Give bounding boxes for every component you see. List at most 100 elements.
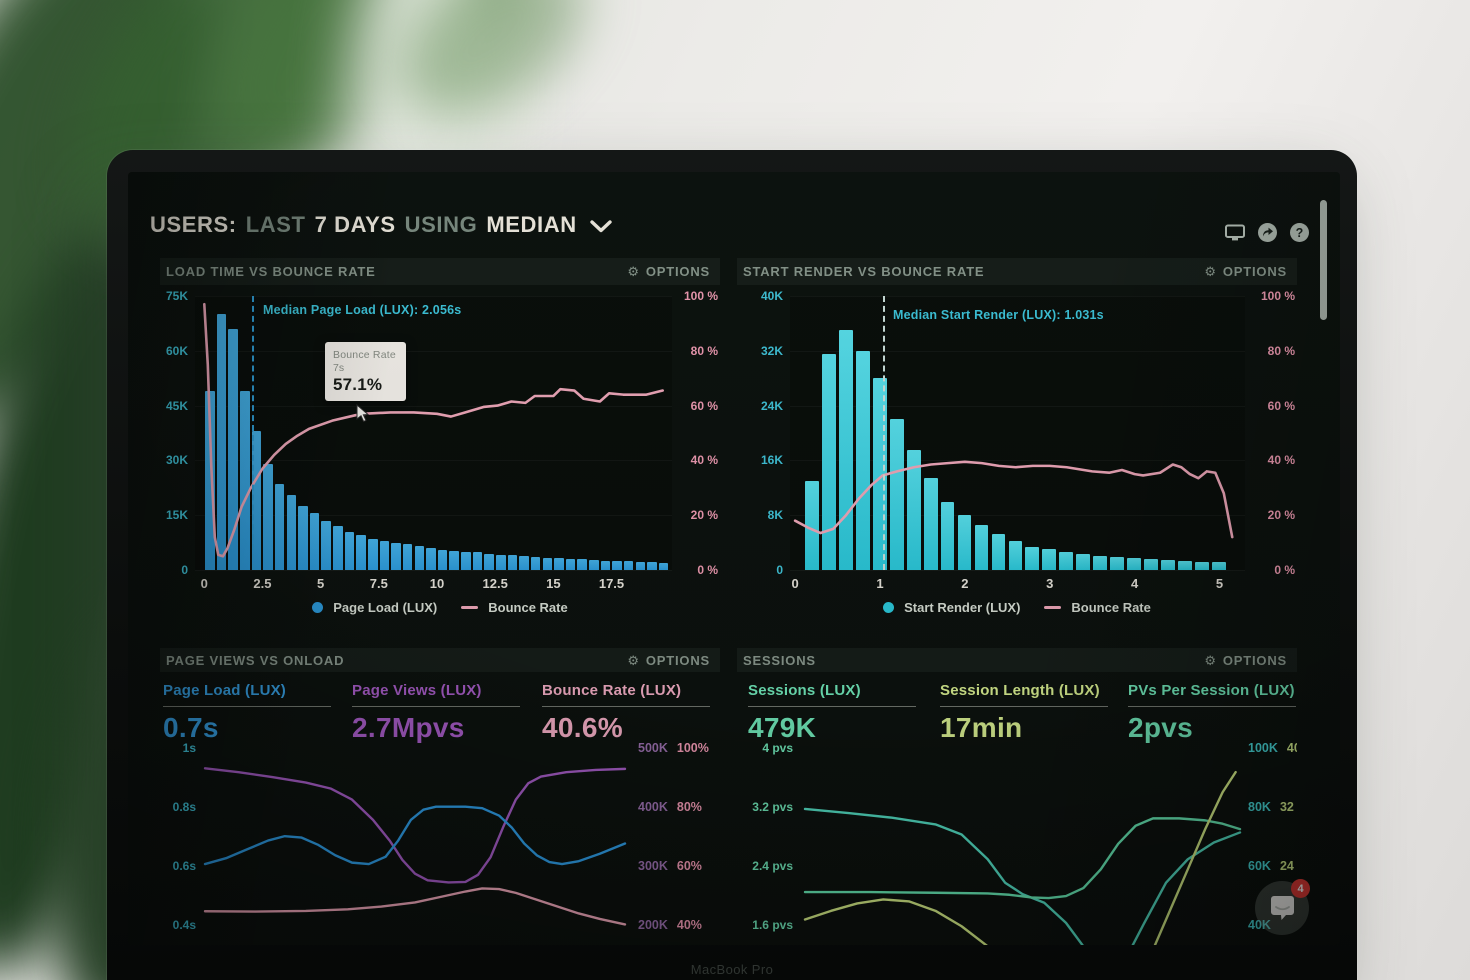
bar[interactable]	[577, 559, 587, 570]
x-tick: 1	[876, 576, 884, 591]
options-button[interactable]: ⚙ OPTIONS	[1204, 653, 1287, 668]
metric-value: 2.7Mpvs	[352, 712, 465, 743]
bar[interactable]	[309, 513, 320, 570]
bar[interactable]	[600, 560, 611, 570]
bar[interactable]	[449, 551, 459, 570]
bar[interactable]	[1008, 541, 1023, 570]
y-tick: 32K	[760, 343, 783, 358]
chat-launcher-button[interactable]: 4	[1255, 879, 1310, 935]
bar[interactable]	[205, 391, 215, 570]
bar[interactable]	[263, 464, 273, 570]
line-series	[205, 742, 625, 945]
help-icon[interactable]: ?	[1289, 222, 1310, 243]
bar[interactable]	[472, 552, 483, 570]
bar[interactable]	[940, 501, 955, 570]
metric-page-views[interactable]: Page Views (LUX) 2.7Mpvs	[352, 682, 528, 744]
bar[interactable]	[228, 328, 238, 570]
bar[interactable]	[426, 548, 436, 570]
bar[interactable]	[991, 534, 1006, 570]
legend: Page Load (LUX) Bounce Rate	[160, 600, 720, 615]
display-icon[interactable]	[1224, 223, 1246, 242]
scrollbar-thumb[interactable]	[1320, 200, 1327, 320]
bar[interactable]	[414, 546, 425, 570]
bar[interactable]	[542, 557, 553, 570]
bar[interactable]	[274, 484, 285, 570]
bar[interactable]	[519, 556, 529, 570]
bar[interactable]	[391, 542, 401, 570]
bar[interactable]	[298, 506, 308, 570]
chart-plot[interactable]	[790, 296, 1245, 571]
bar[interactable]	[1025, 546, 1040, 570]
bar[interactable]	[889, 419, 904, 570]
metric-bounce-rate[interactable]: Bounce Rate (LUX) 40.6%	[542, 682, 718, 744]
bar[interactable]	[658, 562, 669, 570]
bar[interactable]	[240, 391, 250, 570]
share-icon[interactable]	[1257, 222, 1278, 243]
bar[interactable]	[344, 531, 355, 570]
bar[interactable]	[554, 558, 564, 570]
legend-dot-icon	[883, 602, 895, 613]
dashboard-title[interactable]: USERS: LAST 7 DAYS USING MEDIAN	[150, 212, 612, 238]
bar[interactable]	[565, 559, 576, 570]
bar[interactable]	[821, 354, 836, 570]
bar[interactable]	[974, 525, 989, 570]
bar[interactable]	[286, 495, 297, 570]
bar[interactable]	[804, 480, 819, 570]
bar[interactable]	[1144, 559, 1159, 570]
bar[interactable]	[1127, 558, 1142, 570]
bar[interactable]	[437, 549, 448, 570]
metric-page-load[interactable]: Page Load (LUX) 0.7s	[163, 682, 339, 744]
metric-session-length[interactable]: Session Length (LUX) 17min	[940, 682, 1116, 744]
bar[interactable]	[1093, 555, 1108, 570]
bar[interactable]	[333, 526, 343, 570]
options-label: OPTIONS	[1222, 264, 1287, 279]
options-button[interactable]: ⚙ OPTIONS	[627, 653, 710, 668]
bar[interactable]	[589, 559, 599, 570]
bar[interactable]	[855, 350, 870, 570]
bar[interactable]	[623, 561, 634, 570]
bar[interactable]	[251, 431, 262, 570]
bar[interactable]	[1161, 560, 1176, 570]
bar[interactable]	[530, 556, 541, 570]
y-tick: 80 %	[1267, 343, 1295, 358]
bar[interactable]	[635, 561, 646, 570]
bar[interactable]	[1110, 557, 1125, 570]
bar[interactable]	[216, 314, 227, 570]
gear-icon: ⚙	[1204, 652, 1217, 668]
metric-label: Page Load (LUX)	[163, 682, 287, 699]
bar[interactable]	[1178, 561, 1193, 570]
bar[interactable]	[402, 544, 413, 570]
bar[interactable]	[647, 562, 657, 570]
chart-plot[interactable]	[805, 742, 1240, 945]
gridline	[790, 350, 1245, 352]
y-axis-right: 100 % 80 % 60 % 40 % 20 % 0 %	[672, 289, 720, 577]
tooltip-title: Bounce Rate	[333, 349, 396, 361]
bar[interactable]	[484, 553, 494, 570]
bar[interactable]	[1195, 561, 1210, 570]
options-button[interactable]: ⚙ OPTIONS	[1204, 264, 1287, 279]
bar[interactable]	[495, 554, 506, 570]
bar[interactable]	[379, 540, 390, 570]
chart-plot[interactable]	[195, 296, 672, 571]
metric-value: 2pvs	[1128, 712, 1194, 743]
bar[interactable]	[1076, 554, 1091, 570]
bar[interactable]	[461, 551, 471, 570]
bar[interactable]	[367, 538, 378, 570]
y-tick: 40 %	[1267, 453, 1295, 468]
metric-pvs-per-session[interactable]: PVs Per Session (LUX) 2pvs	[1128, 682, 1297, 744]
bar[interactable]	[957, 515, 972, 570]
bar[interactable]	[507, 555, 518, 570]
bar[interactable]	[906, 450, 921, 570]
options-button[interactable]: ⚙ OPTIONS	[627, 264, 710, 279]
bar[interactable]	[1212, 562, 1227, 570]
bar[interactable]	[356, 535, 366, 570]
bar[interactable]	[321, 520, 331, 570]
chevron-down-icon[interactable]	[590, 220, 612, 233]
chart-plot[interactable]	[205, 742, 625, 945]
metric-sessions[interactable]: Sessions (LUX) 479K	[748, 682, 924, 744]
bar[interactable]	[1059, 552, 1074, 570]
bar[interactable]	[923, 477, 938, 570]
bar[interactable]	[1042, 549, 1057, 570]
bar[interactable]	[612, 560, 622, 570]
